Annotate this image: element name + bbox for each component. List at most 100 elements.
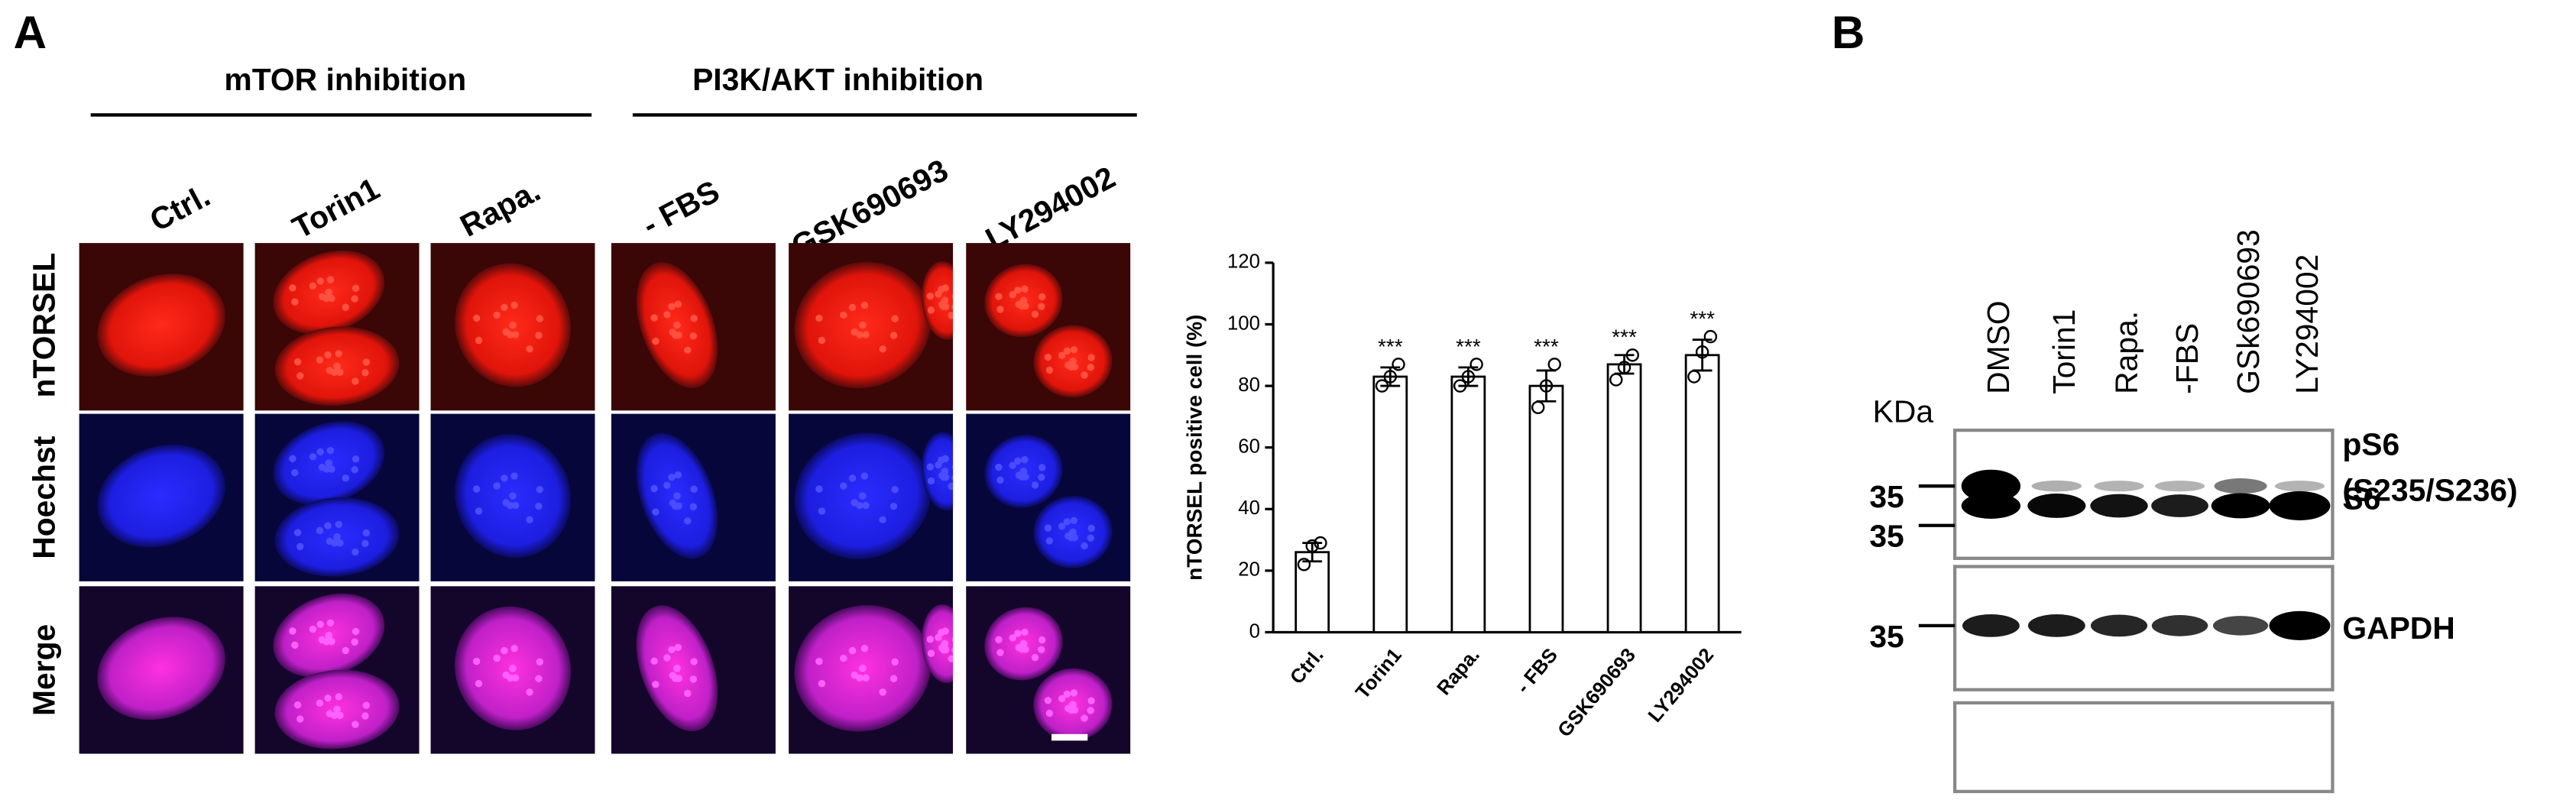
focus	[951, 293, 954, 300]
data-point	[1453, 379, 1467, 393]
focus	[935, 290, 942, 298]
focus	[326, 276, 335, 283]
micrograph-content	[273, 421, 400, 577]
focus	[475, 336, 483, 345]
focus	[995, 463, 1003, 471]
data-point	[1703, 329, 1718, 344]
data-point	[1695, 345, 1709, 359]
significance: ***	[1456, 335, 1481, 358]
focus	[951, 465, 954, 470]
focus	[328, 294, 335, 303]
focus	[996, 649, 1004, 656]
micrograph-content	[794, 604, 954, 732]
band	[2094, 481, 2144, 492]
focus	[335, 693, 343, 701]
focus	[352, 377, 359, 385]
focus	[862, 674, 870, 682]
focus	[1038, 464, 1046, 471]
x-tick-label: Rapa.	[1433, 645, 1484, 700]
blot-box	[1952, 701, 2335, 794]
condition-label: LY294002	[980, 160, 1121, 257]
focus	[652, 508, 659, 516]
focus	[948, 312, 954, 319]
band	[2274, 481, 2325, 492]
data-point	[1469, 358, 1483, 371]
focus	[1037, 646, 1045, 654]
focus	[326, 619, 335, 627]
focus	[650, 657, 658, 665]
focus	[316, 356, 324, 364]
focus	[1071, 363, 1079, 371]
focus	[1070, 516, 1078, 525]
focus	[1031, 481, 1039, 489]
focus	[1031, 310, 1039, 319]
focus	[1087, 534, 1094, 542]
focus	[493, 482, 501, 490]
focus	[1071, 533, 1079, 542]
focus	[1087, 524, 1095, 533]
focus	[1087, 363, 1094, 371]
data-point	[1547, 358, 1561, 371]
focus	[316, 448, 324, 456]
focus	[879, 516, 886, 523]
focus	[674, 643, 682, 652]
focus	[673, 665, 681, 672]
focus	[689, 332, 698, 340]
focus	[1058, 351, 1066, 359]
focus	[535, 332, 543, 339]
row-label: Hoechst	[26, 435, 61, 559]
blot-label: GAPDH	[2342, 610, 2454, 646]
focus	[296, 372, 304, 380]
marker-label: 35	[1869, 519, 1904, 554]
focus	[1081, 542, 1088, 550]
focus	[1063, 347, 1071, 355]
focus	[1022, 473, 1029, 481]
focus	[891, 485, 899, 494]
nucleus	[97, 444, 225, 548]
micrograph-content	[636, 262, 718, 388]
focus	[674, 300, 682, 308]
focus	[674, 471, 682, 479]
micrograph-content	[455, 263, 572, 387]
panel-label: A	[14, 7, 47, 58]
focus	[675, 502, 682, 510]
focus	[361, 369, 369, 377]
micrograph-content	[97, 444, 225, 548]
focus	[941, 296, 949, 305]
data-point	[1531, 400, 1545, 414]
focus	[652, 337, 659, 345]
focus	[1081, 371, 1088, 379]
data-point	[1609, 373, 1623, 387]
x-tick-label: Ctrl.	[1286, 645, 1328, 688]
focus	[493, 654, 501, 662]
focus	[330, 368, 339, 376]
focus	[291, 641, 299, 649]
focus	[1038, 293, 1046, 301]
focus	[891, 658, 899, 666]
band	[2269, 491, 2331, 521]
focus	[675, 331, 682, 339]
focus	[996, 306, 1004, 313]
focus	[856, 331, 864, 338]
focus	[328, 465, 335, 473]
focus	[296, 542, 304, 551]
focus	[322, 294, 330, 303]
focus	[501, 646, 508, 655]
micrograph-content	[636, 605, 718, 732]
data-point	[1687, 370, 1701, 384]
significance: ***	[1378, 335, 1403, 358]
focus	[291, 468, 299, 477]
focus	[1019, 296, 1028, 305]
bar-chart: 0 20 40 60 80 100 120 nTORSEL positive cell (%)…	[1183, 251, 1742, 741]
micrograph-content	[984, 607, 1113, 741]
focus	[1045, 537, 1054, 545]
focus	[1081, 714, 1088, 722]
focus	[362, 701, 371, 709]
focus	[840, 654, 847, 662]
condition-label: - FBS	[637, 173, 725, 243]
band	[1961, 469, 2021, 503]
micrograph-content	[455, 606, 572, 730]
focus	[1063, 518, 1071, 526]
focus	[859, 665, 867, 672]
